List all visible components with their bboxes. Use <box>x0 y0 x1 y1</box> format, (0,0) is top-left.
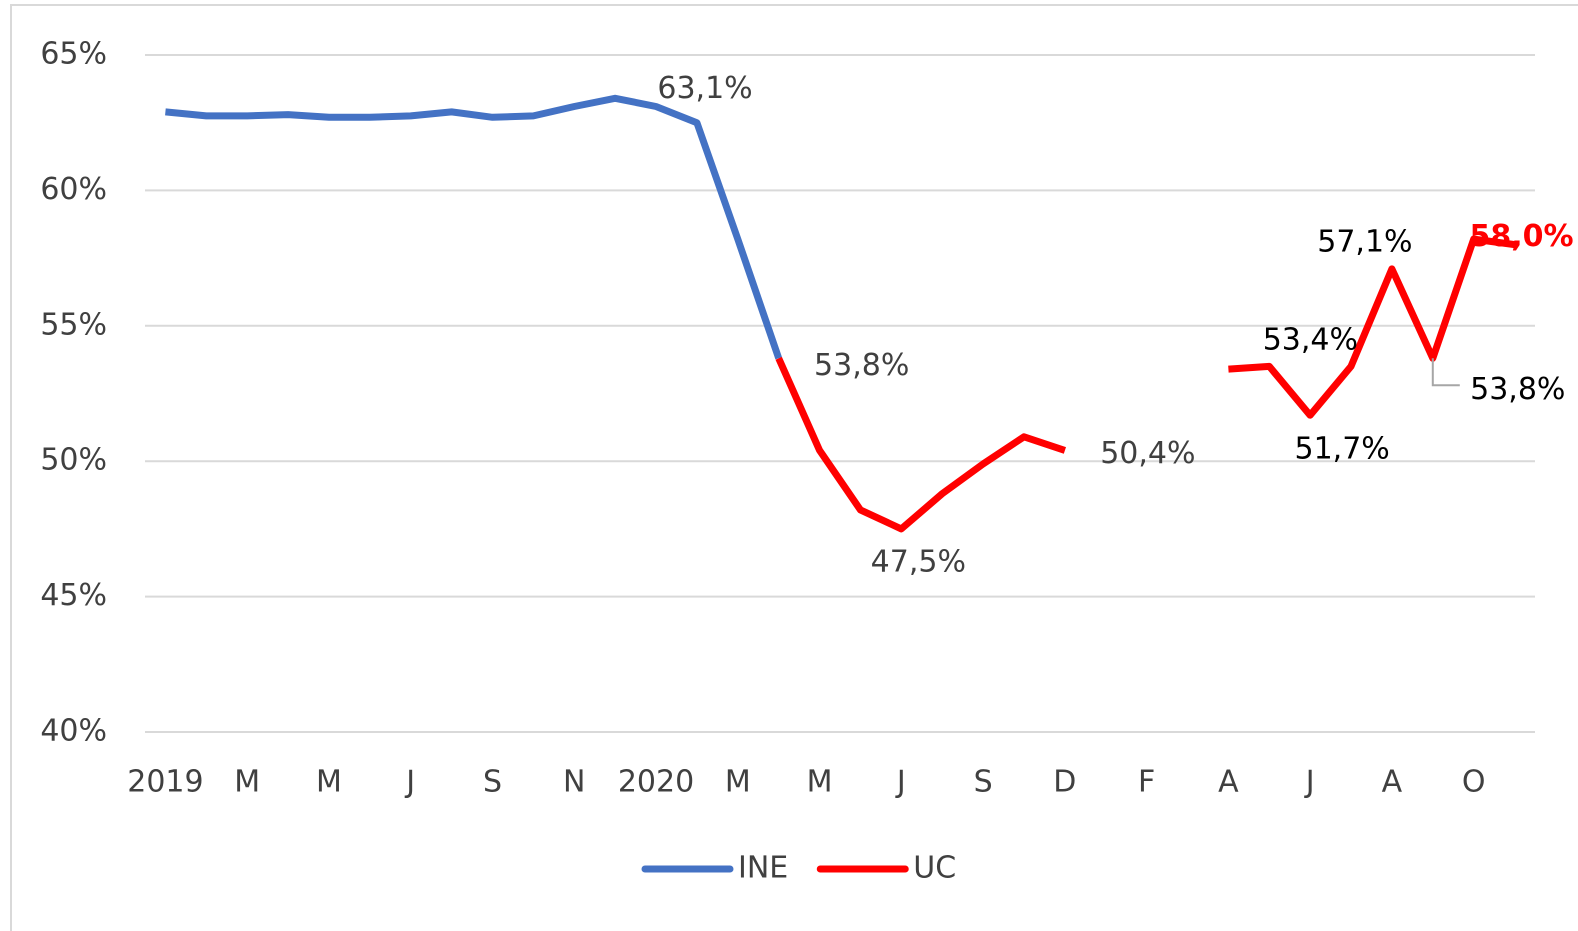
x-tick-label: O <box>1462 765 1486 800</box>
data-label: 57,1% <box>1317 224 1412 259</box>
series-line <box>165 94 783 360</box>
data-label: 53,4% <box>1263 323 1358 358</box>
x-tick-label: S <box>483 765 502 800</box>
x-tick-label: 2019 <box>127 765 203 800</box>
data-label: 53,8% <box>1470 372 1565 407</box>
x-tick-label: A <box>1382 765 1403 800</box>
x-tick-label: M <box>725 765 751 800</box>
data-label: 58,0% <box>1470 219 1574 254</box>
x-tick-label: J <box>895 765 906 800</box>
legend-label: INE <box>738 851 788 886</box>
data-label: 51,7% <box>1294 432 1389 467</box>
x-tick-label: S <box>974 765 993 800</box>
y-tick-label: 50% <box>40 443 107 478</box>
x-tick-label: J <box>404 765 415 800</box>
chart-frame <box>10 4 1578 931</box>
x-tick-label: 2020 <box>618 765 694 800</box>
data-label: 47,5% <box>871 544 966 579</box>
y-tick-label: 55% <box>40 307 107 342</box>
data-label: 50,4% <box>1100 436 1195 471</box>
data-label: 53,8% <box>814 348 909 383</box>
y-tick-label: 60% <box>40 172 107 207</box>
y-tick-label: 65% <box>40 37 107 72</box>
x-tick-label: M <box>316 765 342 800</box>
data-label: 63,1% <box>657 71 752 106</box>
x-tick-label: M <box>234 765 260 800</box>
x-tick-label: F <box>1138 765 1155 800</box>
series-line <box>775 235 1516 533</box>
x-tick-label: A <box>1218 765 1239 800</box>
x-tick-label: N <box>563 765 585 800</box>
y-tick-label: 40% <box>40 714 107 749</box>
y-tick-label: 45% <box>40 578 107 613</box>
leader-line <box>1431 358 1460 387</box>
x-tick-label: D <box>1053 765 1076 800</box>
x-tick-label: M <box>807 765 833 800</box>
legend-label: UC <box>913 851 956 886</box>
x-tick-label: J <box>1304 765 1315 800</box>
